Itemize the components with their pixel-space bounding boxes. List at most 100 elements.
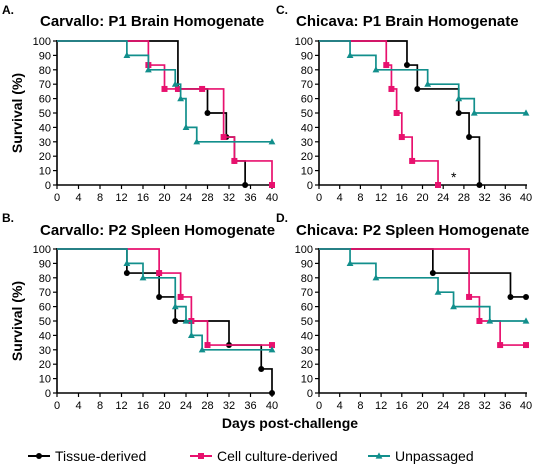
data-point	[476, 318, 483, 324]
data-point	[409, 157, 416, 164]
y-tick-label: 70	[39, 79, 51, 91]
data-point	[388, 85, 395, 92]
series-tissue-derived	[319, 40, 483, 188]
data-point	[346, 259, 354, 266]
data-point	[204, 110, 211, 116]
x-tick-label: 4	[75, 192, 81, 204]
x-tick-label: 24	[437, 192, 449, 204]
legend-marker	[36, 453, 42, 459]
data-point	[156, 293, 163, 300]
y-tick-label: 40	[301, 122, 313, 134]
data-point	[455, 95, 463, 102]
data-point	[372, 274, 380, 281]
x-tick-label: 32	[478, 192, 490, 204]
y-tick-label: 30	[39, 345, 51, 357]
y-tick-label: 70	[39, 287, 51, 299]
data-point	[193, 138, 201, 145]
y-tick-label: 10	[301, 374, 313, 386]
data-point	[139, 274, 147, 281]
x-tick-label: 40	[266, 192, 278, 204]
data-point	[450, 303, 457, 310]
y-tick-label: 10	[301, 166, 313, 178]
data-point	[182, 123, 190, 130]
data-point	[123, 51, 131, 58]
y-tick-label: 70	[301, 287, 313, 299]
x-tick-label: 12	[115, 400, 127, 412]
legend-label: Tissue-derived	[55, 448, 146, 464]
data-point	[144, 66, 152, 73]
y-tick-label: 60	[39, 94, 51, 106]
y-tick-label: 90	[301, 50, 313, 62]
y-tick-label: 90	[39, 258, 51, 270]
data-point	[177, 293, 184, 300]
data-point	[470, 109, 478, 116]
series-tissue-derived	[57, 248, 275, 396]
x-tick-label: 28	[201, 192, 213, 204]
legend-item: Cell culture-derived	[190, 448, 338, 464]
series-cell-culture-derived	[57, 248, 275, 349]
data-point	[486, 317, 494, 324]
y-tick-label: 80	[39, 273, 51, 285]
data-point	[429, 270, 436, 277]
data-point	[523, 293, 529, 300]
data-point	[123, 259, 131, 266]
y-tick-label: 20	[301, 151, 313, 163]
y-tick-label: 50	[39, 108, 51, 120]
series-tissue-derived	[57, 40, 249, 188]
data-point	[507, 293, 514, 300]
y-tick-label: 100	[295, 36, 313, 48]
x-tick-label: 16	[137, 400, 149, 412]
y-axis-label: Survival (%)	[9, 73, 25, 153]
survival-step-line	[57, 40, 273, 185]
x-tick-label: 16	[396, 192, 408, 204]
survival-step-line	[319, 40, 439, 185]
chart-title: Chicava: P2 Spleen Homogenate	[296, 222, 529, 239]
data-point	[174, 85, 181, 92]
y-tick-label: 60	[301, 94, 313, 106]
y-tick-label: 50	[301, 316, 313, 328]
x-tick-label: 24	[437, 400, 449, 412]
y-tick-label: 70	[301, 79, 313, 91]
data-point	[269, 342, 275, 349]
data-point	[171, 80, 179, 87]
data-point	[161, 85, 168, 92]
legend: Tissue-derived Cell culture-derived Unpass…	[28, 448, 474, 464]
panel-label: B.	[2, 211, 14, 225]
x-tick-label: 16	[396, 400, 408, 412]
x-tick-label: 12	[375, 192, 387, 204]
y-tick-label: 20	[39, 359, 51, 371]
series-cell-culture-derived	[319, 40, 442, 188]
y-tick-label: 90	[301, 258, 313, 270]
data-point	[199, 85, 206, 92]
series-cell-culture-derived	[57, 40, 275, 188]
survival-step-line	[57, 40, 272, 143]
data-point	[424, 80, 432, 87]
data-point	[182, 317, 190, 324]
x-tick-label: 20	[158, 400, 170, 412]
y-tick-label: 60	[39, 302, 51, 314]
legend-label: Unpassaged	[395, 448, 474, 464]
series-unpassaged	[57, 40, 276, 145]
data-point	[268, 138, 276, 145]
y-tick-label: 0	[45, 388, 51, 400]
chart-title: Carvallo: P1 Brain Homogenate	[40, 13, 264, 30]
x-tick-label: 20	[158, 192, 170, 204]
x-tick-label: 12	[375, 400, 387, 412]
legend-marker	[198, 453, 204, 459]
data-point	[523, 342, 529, 349]
legend-item: Tissue-derived	[28, 448, 146, 464]
x-axis-label: Days post-challenge	[222, 415, 358, 431]
x-tick-label: 28	[458, 192, 470, 204]
significance-asterisk: *	[451, 169, 457, 185]
y-tick-label: 20	[39, 151, 51, 163]
data-point	[242, 182, 249, 188]
legend-label: Cell culture-derived	[217, 448, 338, 464]
data-point	[403, 62, 410, 69]
x-tick-label: 4	[337, 192, 343, 204]
x-tick-label: 0	[54, 192, 60, 204]
y-tick-label: 40	[39, 122, 51, 134]
x-tick-label: 36	[499, 400, 511, 412]
x-tick-label: 32	[223, 192, 235, 204]
data-point	[455, 110, 462, 116]
legend-marker	[375, 452, 383, 459]
